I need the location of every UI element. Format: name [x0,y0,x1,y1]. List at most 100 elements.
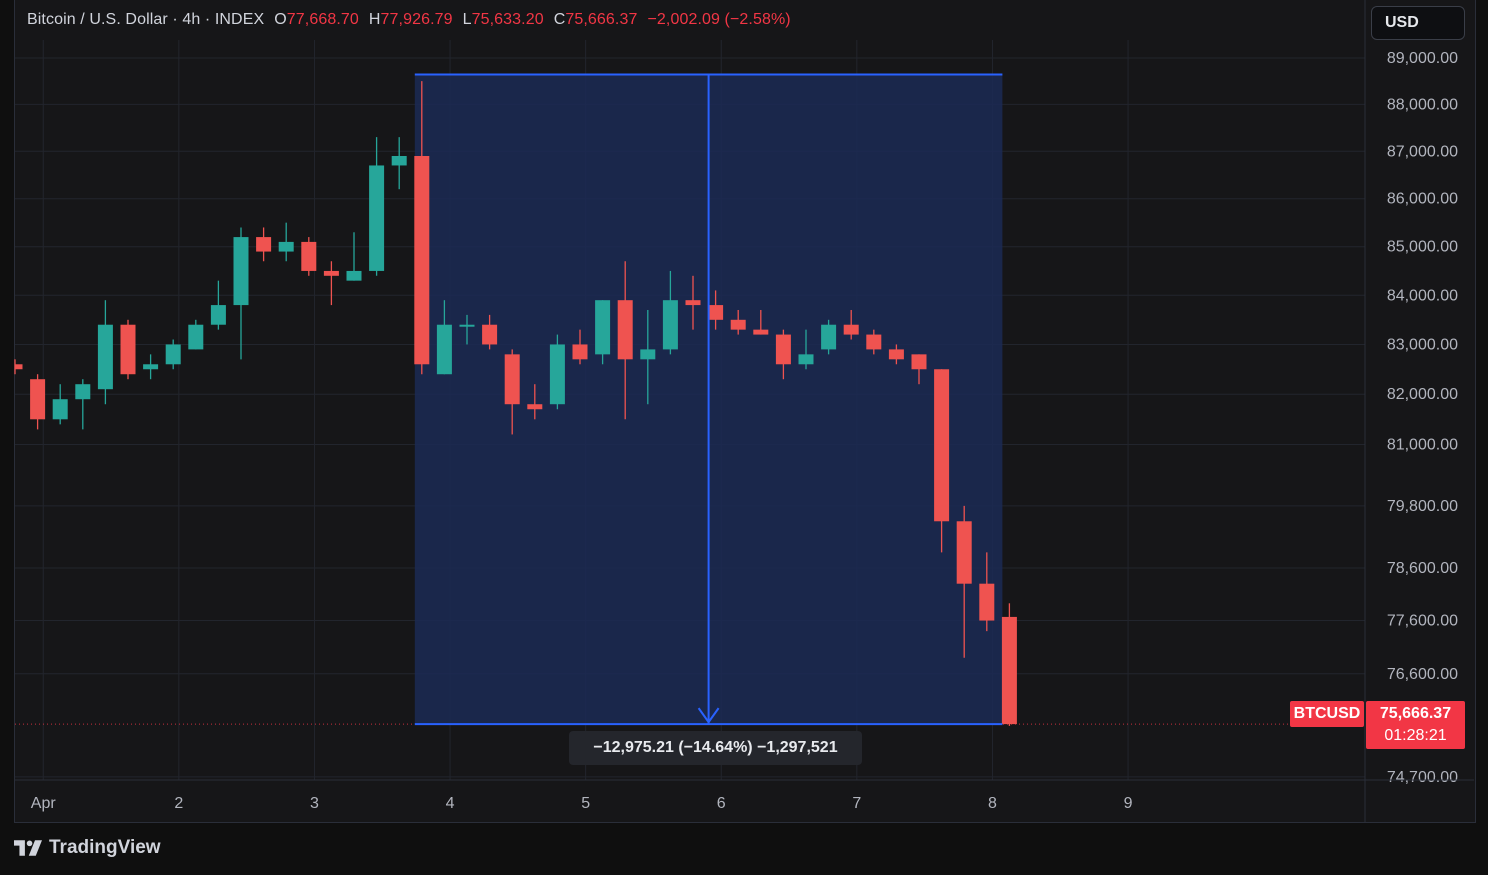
candle-body [165,344,181,365]
low-key: L [462,11,472,28]
candle-body [798,354,814,365]
candle [504,349,520,435]
open-key: O [274,11,287,28]
tradingview-wordmark: TradingView [49,837,161,858]
last-price-value: 75,666.37 [1379,705,1452,722]
x-tick-label: 9 [1124,795,1133,812]
candle [730,309,746,335]
candle [866,329,882,355]
candle [143,354,159,380]
candle-layer [14,81,1017,726]
candle [30,374,46,430]
candle [708,290,724,330]
axis-layer: 89,000.00 88,000.00 87,000.00 86,000.00 85,0… [15,0,1474,822]
x-tick-label: 2 [174,795,183,812]
candle [233,227,249,360]
open-value: 77,668.70 [286,11,359,28]
candle-body [188,324,204,350]
y-tick-label: 77,600.00 [1387,613,1458,630]
candle [527,384,543,420]
candle [956,505,972,658]
candle [301,237,317,276]
y-tick-label: 78,600.00 [1387,560,1458,577]
candle-body [233,237,249,306]
candle [14,359,23,375]
candle [798,329,814,370]
y-tick-label: 85,000.00 [1387,239,1458,256]
x-tick-label: 7 [852,795,861,812]
candle [595,300,611,365]
candle [934,369,950,553]
x-tick-label: 6 [717,795,726,812]
y-tick-label: 79,800.00 [1387,498,1458,515]
y-tick-label: 82,000.00 [1387,386,1458,403]
x-tick-label: Apr [31,795,57,812]
candle-body [391,156,407,166]
candle-body [730,319,746,330]
candle-body [1001,616,1017,725]
x-tick-label: 4 [446,795,455,812]
tradingview-logo[interactable]: TradingView [14,837,161,859]
ohlc-close: C75,666.37 [554,11,638,29]
ohlc-high: H77,926.79 [369,11,453,29]
y-tick-label: 84,000.00 [1387,287,1458,304]
low-value: 75,633.20 [471,11,544,28]
candle [888,344,904,365]
x-tick-label: 3 [310,795,319,812]
candle [685,275,701,330]
candle-body [30,379,46,420]
candle-body [436,324,452,375]
last-price-badge: 75,666.37 01:28:21 [1366,701,1465,749]
candle-body [75,384,91,400]
change-value: −2,002.09 (−2.58%) [647,11,791,28]
close-key: C [553,11,566,28]
measure-arrow-head [697,707,720,724]
candle-body [956,521,972,584]
candle-body [617,300,633,360]
y-tick-label: 74,700.00 [1387,769,1458,786]
y-tick-label: 86,000.00 [1387,191,1458,208]
high-key: H [368,11,381,28]
candle-body [662,300,678,350]
candle [911,354,927,385]
candle [165,339,181,370]
ohlc-low: L75,633.20 [463,11,544,29]
currency-button[interactable]: USD [1371,6,1465,40]
x-tick-label: 5 [581,795,590,812]
candle [75,379,91,430]
candle-body [527,404,543,410]
candle [617,261,633,420]
measurement-label: −12,975.21 (−14.64%) −1,297,521 [569,731,862,765]
candle [369,137,385,276]
measure-lines [414,73,1003,726]
candle-body [866,334,882,350]
candle-body [911,354,927,370]
candle-body [504,354,520,405]
candle [482,314,498,350]
candle-body [843,324,859,335]
candle-body [934,369,950,522]
candle [843,309,859,340]
candle [459,314,475,345]
candle [979,552,995,632]
candle-body [414,156,430,365]
candle-body [15,364,23,370]
candle-body [708,305,724,320]
candle-body [775,334,791,365]
high-value: 77,926.79 [380,11,453,28]
y-tick-label: 88,000.00 [1387,96,1458,113]
candle-body [549,344,565,405]
symbol-title[interactable]: Bitcoin / U.S. Dollar · 4h · INDEX [27,11,265,28]
candle-body [97,324,113,390]
candle [120,319,136,380]
candle-body [753,329,769,335]
candle-body [572,344,588,360]
candle-body [120,324,136,375]
candle-body [256,237,272,252]
candle [436,300,452,375]
candle [256,227,272,262]
tradingview-logo-icon [14,840,42,856]
candle [323,261,339,306]
candle-body [210,305,226,325]
